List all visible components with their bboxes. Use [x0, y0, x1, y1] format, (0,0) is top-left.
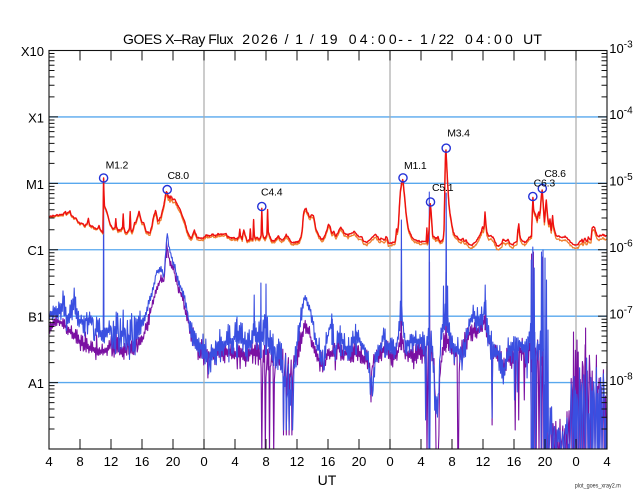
svg-text:16: 16 — [321, 454, 336, 469]
svg-text:20: 20 — [166, 454, 181, 469]
svg-text:04:00: 04:00 — [465, 31, 516, 47]
svg-text:12: 12 — [476, 454, 491, 469]
svg-text:4: 4 — [45, 454, 52, 469]
svg-text:0: 0 — [386, 454, 393, 469]
svg-text:M1.2: M1.2 — [106, 160, 129, 172]
svg-text:C5.1: C5.1 — [432, 182, 454, 194]
svg-text:16: 16 — [135, 454, 150, 469]
svg-text:0: 0 — [200, 454, 207, 469]
svg-text:4: 4 — [231, 454, 238, 469]
svg-text:20: 20 — [538, 454, 553, 469]
svg-text:8: 8 — [76, 454, 83, 469]
svg-text:M1.1: M1.1 — [404, 160, 427, 172]
svg-text:B1: B1 — [28, 310, 44, 325]
svg-text:C6.3: C6.3 — [534, 178, 556, 190]
svg-text:X10: X10 — [21, 44, 44, 59]
svg-text:GOES X–Ray Flux: GOES X–Ray Flux — [123, 31, 233, 47]
svg-text:M1: M1 — [26, 177, 44, 192]
svg-text:M3.4: M3.4 — [447, 128, 470, 140]
svg-text:UT: UT — [523, 31, 542, 47]
svg-text:--: -- — [398, 31, 416, 47]
svg-text:12: 12 — [104, 454, 119, 469]
svg-text:UT: UT — [318, 472, 337, 488]
svg-text:plot_goes_xray2.m: plot_goes_xray2.m — [575, 483, 621, 490]
svg-text:A1: A1 — [28, 376, 44, 391]
svg-text:04:00: 04:00 — [349, 31, 400, 47]
svg-text:1 / 22: 1 / 22 — [420, 31, 454, 47]
svg-text:8: 8 — [262, 454, 269, 469]
svg-text:C4.4: C4.4 — [261, 187, 283, 199]
svg-text:4: 4 — [603, 454, 610, 469]
svg-text:X1: X1 — [28, 110, 44, 125]
svg-text:20: 20 — [352, 454, 367, 469]
svg-text:C8.6: C8.6 — [544, 168, 566, 180]
svg-text:16: 16 — [507, 454, 522, 469]
svg-text:4: 4 — [417, 454, 424, 469]
svg-text:0: 0 — [572, 454, 579, 469]
svg-text:8: 8 — [448, 454, 455, 469]
svg-text:C1: C1 — [27, 243, 44, 258]
svg-text:C8.0: C8.0 — [168, 170, 190, 182]
svg-text:2026 / 1 / 19: 2026 / 1 / 19 — [242, 31, 339, 47]
svg-text:12: 12 — [290, 454, 305, 469]
